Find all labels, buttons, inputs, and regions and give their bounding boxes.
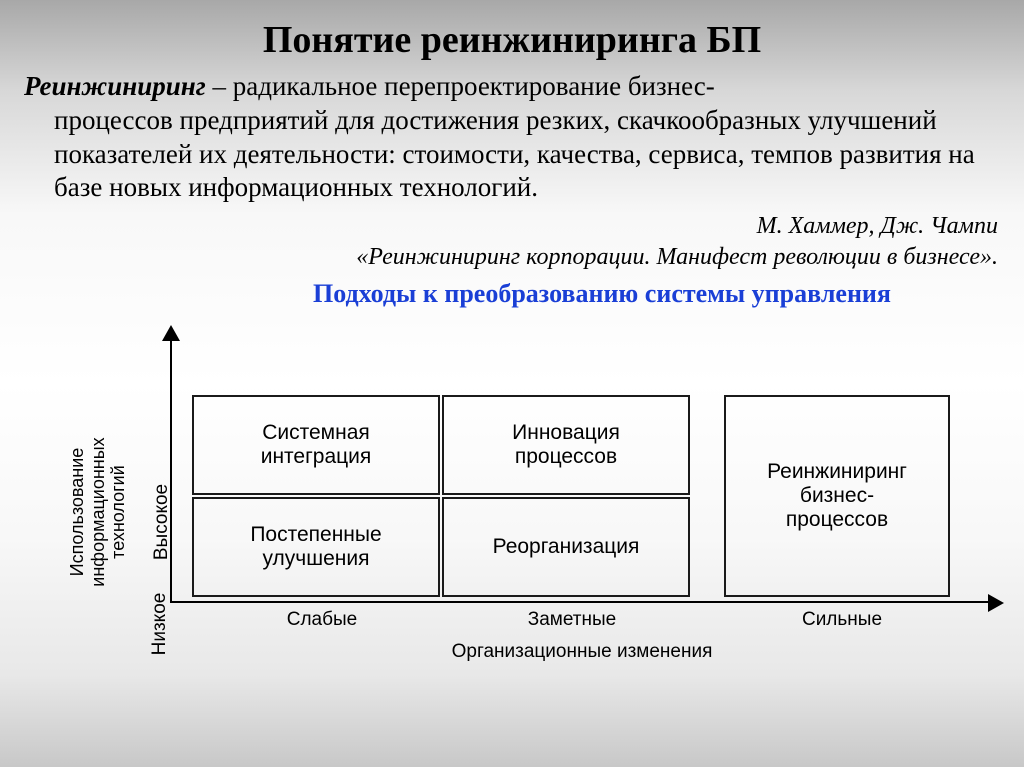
x-tick-1: Заметные <box>502 609 642 631</box>
quadrant-chart: Использование информационных технологий … <box>22 313 1002 663</box>
x-tick-0: Слабые <box>262 609 382 631</box>
x-axis-label: Организационные изменения <box>322 641 842 663</box>
definition-block: Реинжиниринг – радикальное перепроектиро… <box>22 70 1002 205</box>
cell-bot-mid: Реорганизация <box>442 497 690 597</box>
x-axis-arrow-icon <box>988 594 1004 612</box>
x-axis-line <box>170 601 992 603</box>
y-tick-low: Низкое <box>149 564 171 684</box>
dash: – <box>206 71 233 101</box>
cell-label: Инновацияпроцессов <box>512 421 620 469</box>
definition-line1: радикальное перепроектирование бизнес- <box>233 71 715 101</box>
cell-label: Реорганизация <box>493 535 640 559</box>
y-axis-label: Использование информационных технологий <box>67 392 129 632</box>
attribution-authors: М. Хаммер, Дж. Чампи <box>22 211 998 242</box>
term: Реинжиниринг <box>24 71 206 101</box>
cell-top-mid: Инновацияпроцессов <box>442 395 690 495</box>
chart-heading: Подходы к преобразованию системы управле… <box>202 279 1002 309</box>
attribution-work: «Реинжиниринг корпорации. Манифест револ… <box>22 242 998 273</box>
cell-label: Системнаяинтеграция <box>261 421 372 469</box>
cell-label: Постепенныеулучшения <box>250 523 381 571</box>
slide: Понятие реинжиниринга БП Реинжиниринг – … <box>0 0 1024 673</box>
definition-rest: процессов предприятий для достижения рез… <box>24 104 1002 205</box>
cell-right-tall: Реинжинирингбизнес-процессов <box>724 395 950 597</box>
page-title: Понятие реинжиниринга БП <box>22 18 1002 62</box>
x-tick-2: Сильные <box>782 609 902 631</box>
cell-top-left: Системнаяинтеграция <box>192 395 440 495</box>
cell-label: Реинжинирингбизнес-процессов <box>767 460 907 532</box>
cell-bot-left: Постепенныеулучшения <box>192 497 440 597</box>
attribution: М. Хаммер, Дж. Чампи «Реинжиниринг корпо… <box>22 211 1002 273</box>
y-axis-arrow-icon <box>162 325 180 341</box>
